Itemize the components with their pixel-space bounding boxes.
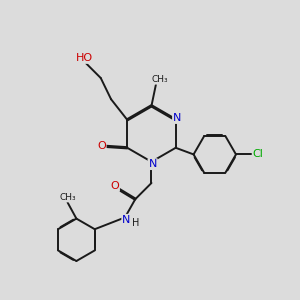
Text: CH₃: CH₃	[151, 75, 168, 84]
Text: O: O	[110, 181, 119, 191]
Text: N: N	[173, 113, 182, 123]
Text: H: H	[133, 218, 140, 228]
Text: N: N	[148, 159, 157, 169]
Text: Cl: Cl	[253, 149, 263, 159]
Text: HO: HO	[76, 53, 93, 63]
Text: N: N	[122, 215, 130, 225]
Text: O: O	[97, 141, 106, 151]
Text: CH₃: CH₃	[59, 193, 76, 202]
